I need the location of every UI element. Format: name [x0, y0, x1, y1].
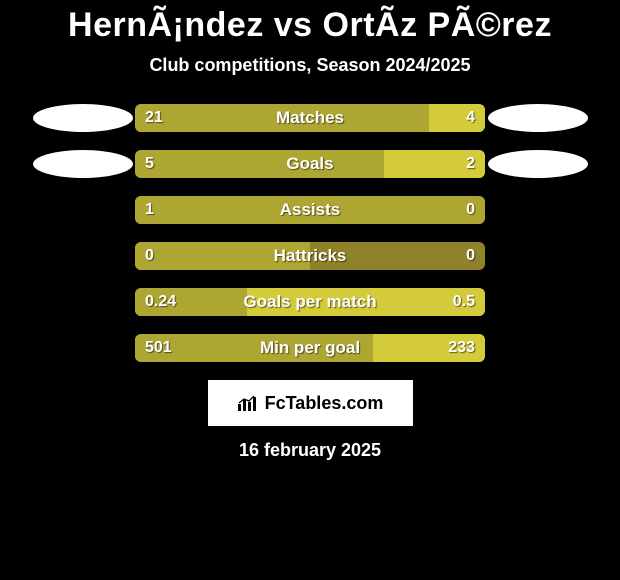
avatar-right: [485, 150, 590, 178]
stat-value-left: 1: [135, 196, 164, 224]
player-avatar-placeholder: [33, 150, 133, 178]
stat-value-right: 4: [456, 104, 485, 132]
stat-value-right: 0: [456, 242, 485, 270]
stat-value-left: 5: [135, 150, 164, 178]
stat-row: 214Matches: [0, 104, 620, 132]
stat-row: 0.240.5Goals per match: [0, 288, 620, 316]
chart-icon: [237, 394, 259, 412]
stat-value-right: 233: [438, 334, 485, 362]
bar-left-fill: [135, 104, 429, 132]
footer-date: 16 february 2025: [0, 440, 620, 461]
avatar-left: [30, 104, 135, 132]
stat-value-right: 2: [456, 150, 485, 178]
site-badge[interactable]: FcTables.com: [208, 380, 413, 426]
player-avatar-placeholder: [488, 104, 588, 132]
avatar-right: [485, 104, 590, 132]
player-avatar-placeholder: [488, 150, 588, 178]
badge-text: FcTables.com: [265, 393, 384, 414]
stat-bar: 501233Min per goal: [135, 334, 485, 362]
stat-row: 00Hattricks: [0, 242, 620, 270]
avatar-left: [30, 150, 135, 178]
stat-bar: 10Assists: [135, 196, 485, 224]
stat-value-left: 501: [135, 334, 182, 362]
player-avatar-placeholder: [33, 104, 133, 132]
page-subtitle: Club competitions, Season 2024/2025: [0, 55, 620, 76]
stat-bar: 00Hattricks: [135, 242, 485, 270]
stat-row: 10Assists: [0, 196, 620, 224]
stat-value-left: 0.24: [135, 288, 186, 316]
bar-left-fill: [135, 150, 384, 178]
stat-value-right: 0: [456, 196, 485, 224]
stat-value-left: 0: [135, 242, 164, 270]
comparison-card: HernÃ¡ndez vs OrtÃ­z PÃ©rez Club competi…: [0, 0, 620, 461]
footer-badge-wrap: FcTables.com: [0, 380, 620, 426]
stat-row: 501233Min per goal: [0, 334, 620, 362]
stat-row: 52Goals: [0, 150, 620, 178]
stat-value-right: 0.5: [443, 288, 485, 316]
stat-bar: 52Goals: [135, 150, 485, 178]
bar-left-fill: [135, 196, 485, 224]
page-title: HernÃ¡ndez vs OrtÃ­z PÃ©rez: [0, 6, 620, 45]
stat-value-left: 21: [135, 104, 173, 132]
stats-list: 214Matches52Goals10Assists00Hattricks0.2…: [0, 104, 620, 362]
stat-bar: 0.240.5Goals per match: [135, 288, 485, 316]
stat-bar: 214Matches: [135, 104, 485, 132]
